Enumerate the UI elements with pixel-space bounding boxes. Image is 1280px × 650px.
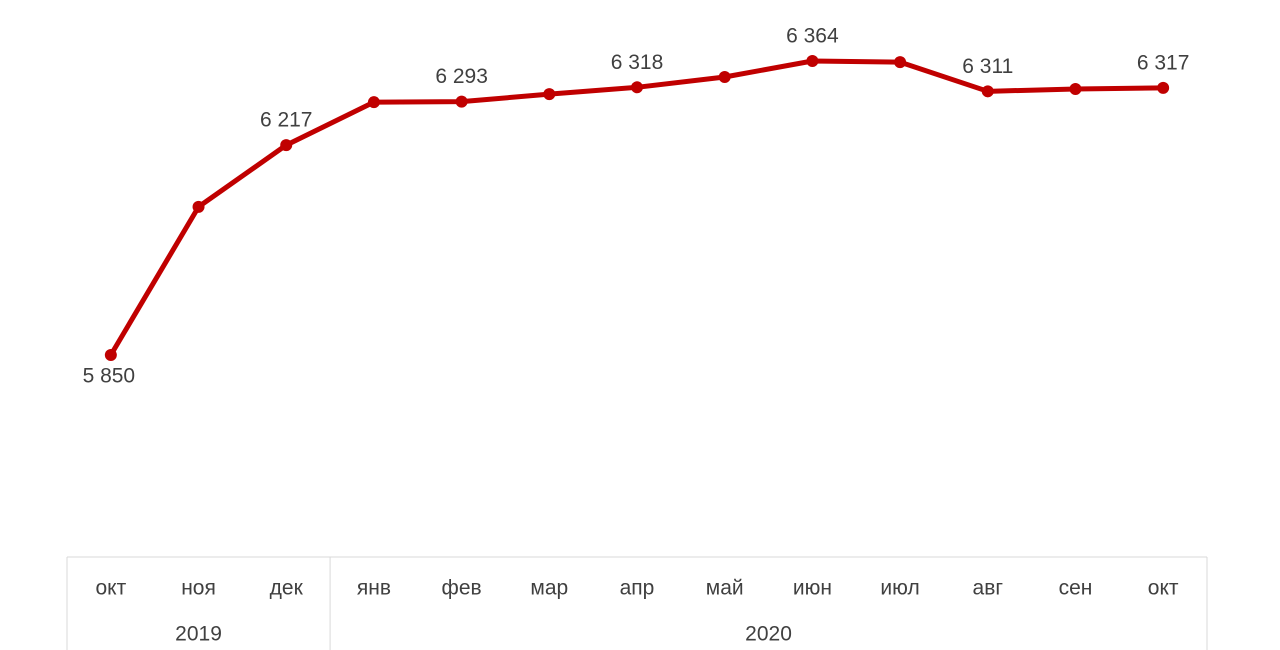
data-label: 6 317 [1137, 51, 1190, 74]
x-group-label: 2019 [175, 623, 222, 646]
x-tick-label: авг [973, 577, 1004, 600]
point [806, 55, 819, 67]
x-tick-label: апр [620, 577, 655, 600]
point [192, 200, 205, 213]
x-tick-label: мар [530, 577, 568, 600]
point [1157, 81, 1170, 94]
x-tick-label: июл [880, 577, 919, 600]
point [543, 88, 556, 101]
x-tick-label: ноя [181, 577, 216, 600]
point [981, 85, 994, 98]
data-label: 6 217 [260, 109, 313, 132]
x-tick-label: окт [1148, 577, 1179, 600]
point [280, 139, 293, 152]
x-tick-label: дек [270, 577, 304, 600]
x-tick-label: янв [357, 577, 391, 600]
data-label: 6 293 [435, 65, 488, 88]
point [1069, 83, 1082, 96]
data-label: 6 311 [962, 55, 1013, 78]
data-label: 5 850 [83, 365, 136, 388]
point [718, 71, 731, 84]
x-group-label: 2020 [745, 623, 792, 646]
data-label: 6 364 [786, 25, 839, 48]
point [631, 81, 643, 94]
x-tick-label: сен [1059, 577, 1093, 600]
x-tick-label: май [706, 577, 744, 600]
x-tick-label: июн [793, 577, 832, 600]
point [104, 349, 117, 361]
point [455, 95, 468, 108]
x-tick-label: окт [95, 577, 126, 600]
data-label: 6 318 [611, 51, 664, 74]
point [894, 56, 907, 69]
x-tick-label: фев [442, 577, 482, 600]
point [367, 96, 380, 109]
line [108, 58, 1164, 357]
